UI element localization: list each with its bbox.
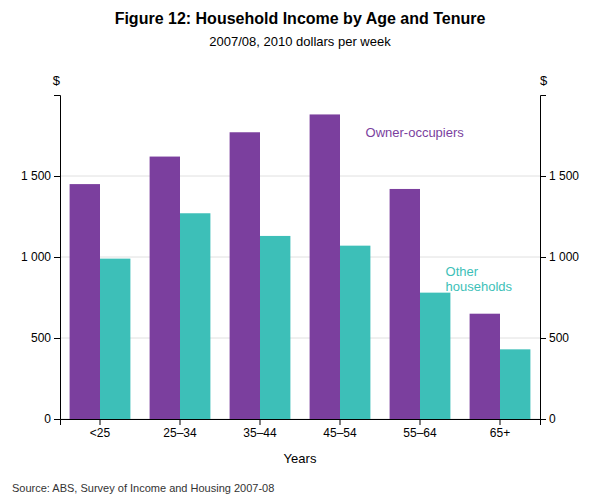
tick-mark xyxy=(54,419,60,420)
title: Figure 12: Household Income by Age and T… xyxy=(115,10,486,27)
tick-label: 1 500 xyxy=(21,169,51,183)
subtitle: 2007/08, 2010 dollars per week xyxy=(209,34,391,49)
tick-mark xyxy=(260,419,261,425)
tick: 0 xyxy=(540,412,556,426)
tick: 65+ xyxy=(490,419,510,440)
tick-label: 45–54 xyxy=(323,426,357,440)
bar xyxy=(150,157,180,419)
tick-label: 35–44 xyxy=(243,426,277,440)
tick-label: 55–64 xyxy=(403,426,437,440)
x-axis-title: Years xyxy=(284,451,317,466)
tick: 500 xyxy=(540,331,569,345)
tick-label: 500 xyxy=(31,331,51,345)
tick-mark xyxy=(100,419,101,425)
tick: 25–34 xyxy=(163,419,197,440)
annotation: Otherhouseholds xyxy=(446,264,513,294)
tick: 500 xyxy=(31,331,60,345)
tick-label: 500 xyxy=(549,331,569,345)
x-axis: <25 25–34 35–44 45–54 55–64 65+ xyxy=(61,419,541,440)
bar xyxy=(500,349,530,419)
bar xyxy=(260,236,290,419)
tick-mark xyxy=(540,338,546,339)
annotation: Owner-occupiers xyxy=(366,125,465,140)
tick-label: 0 xyxy=(44,412,51,426)
axis-line xyxy=(541,96,547,420)
tick-mark xyxy=(54,257,60,258)
chart: Figure 12: Household Income by Age and T… xyxy=(0,0,600,504)
y-axis: 0 500 1 000 1 500 xyxy=(21,96,61,427)
source: Source: ABS, Survey of Income and Housin… xyxy=(12,482,274,494)
bar xyxy=(180,213,210,419)
tick-mark xyxy=(54,176,60,177)
tick-mark xyxy=(540,257,546,258)
tick-label: 25–34 xyxy=(163,426,197,440)
tick-mark xyxy=(54,338,60,339)
y2-axis-title: $ xyxy=(540,73,548,88)
tick: 1 000 xyxy=(21,250,60,264)
tick: 1 500 xyxy=(21,169,60,183)
tick-mark xyxy=(180,419,181,425)
bar xyxy=(390,189,420,419)
tick-mark xyxy=(540,176,546,177)
tick-label: 0 xyxy=(549,412,556,426)
tick: 35–44 xyxy=(243,419,277,440)
axis-line xyxy=(54,96,61,420)
bar xyxy=(70,184,100,419)
bar xyxy=(420,293,450,419)
grid xyxy=(60,176,540,419)
tick: 45–54 xyxy=(323,419,357,440)
bar xyxy=(100,259,130,419)
bars xyxy=(70,114,531,419)
grid-line xyxy=(60,176,540,177)
grid-line xyxy=(60,257,540,258)
y2-axis: 0 500 1 000 1 500 xyxy=(540,96,579,427)
tick-mark xyxy=(340,419,341,425)
bar xyxy=(230,132,260,419)
tick-label: 1 000 xyxy=(21,250,51,264)
tick: 55–64 xyxy=(403,419,437,440)
tick: 1 000 xyxy=(540,250,579,264)
tick-label: 65+ xyxy=(490,426,510,440)
bar xyxy=(340,246,370,419)
tick-mark xyxy=(420,419,421,425)
tick-label: <25 xyxy=(90,426,111,440)
tick: 0 xyxy=(44,412,60,426)
tick-mark xyxy=(500,419,501,425)
tick: <25 xyxy=(90,419,111,440)
axis-line xyxy=(61,420,541,426)
bar xyxy=(310,114,340,419)
tick-label: 1 000 xyxy=(549,250,579,264)
grid-line xyxy=(60,338,540,339)
tick: 1 500 xyxy=(540,169,579,183)
tick-label: 1 500 xyxy=(549,169,579,183)
y-axis-title: $ xyxy=(53,73,61,88)
bar xyxy=(470,314,500,419)
plot: 0 500 1 000 1 500 0 500 1 000 1 500 <25 25–34 35–4… xyxy=(21,96,579,440)
